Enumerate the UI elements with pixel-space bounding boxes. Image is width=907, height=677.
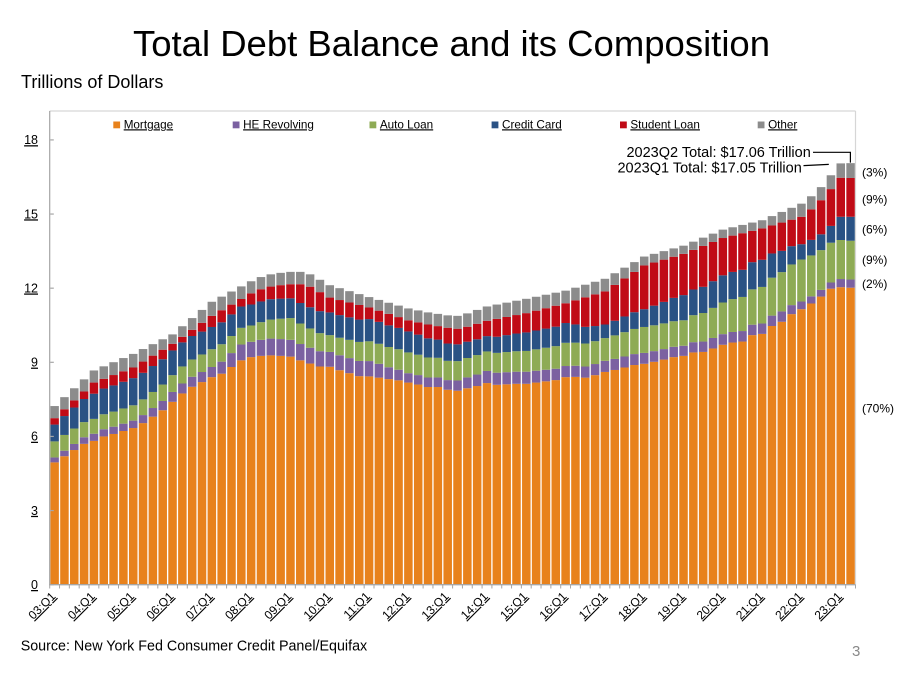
- svg-text:Credit Card: Credit Card: [502, 118, 562, 131]
- svg-text:Student Loan: Student Loan: [630, 118, 700, 131]
- svg-text:(2%): (2%): [862, 277, 887, 291]
- svg-text:(3%): (3%): [862, 165, 887, 179]
- svg-text:18: 18: [24, 133, 38, 147]
- svg-text:3: 3: [852, 643, 860, 660]
- svg-text:9: 9: [31, 356, 38, 370]
- svg-text:(6%): (6%): [862, 223, 887, 237]
- svg-text:12: 12: [24, 281, 38, 295]
- svg-text:Auto Loan: Auto Loan: [380, 118, 433, 131]
- svg-text:Other: Other: [768, 118, 797, 131]
- svg-text:Source: New York Fed Consumer: Source: New York Fed Consumer Credit Pan…: [21, 638, 367, 654]
- svg-text:Trillions of Dollars: Trillions of Dollars: [21, 72, 163, 92]
- svg-text:Mortgage: Mortgage: [124, 118, 173, 131]
- svg-text:2023Q2 Total: $17.06 Trillion: 2023Q2 Total: $17.06 Trillion: [626, 145, 810, 161]
- svg-text:HE Revolving: HE Revolving: [243, 118, 314, 131]
- svg-text:2023Q1 Total: $17.05 Trillion: 2023Q1 Total: $17.05 Trillion: [617, 161, 801, 177]
- svg-text:6: 6: [31, 430, 38, 444]
- svg-text:(70%): (70%): [862, 402, 894, 416]
- svg-text:(9%): (9%): [862, 253, 887, 267]
- svg-text:3: 3: [31, 504, 38, 518]
- svg-text:0: 0: [31, 578, 38, 592]
- svg-text:15: 15: [24, 207, 38, 221]
- svg-text:(9%): (9%): [862, 192, 887, 206]
- svg-text:Total Debt Balance and its Com: Total Debt Balance and its Composition: [133, 23, 770, 64]
